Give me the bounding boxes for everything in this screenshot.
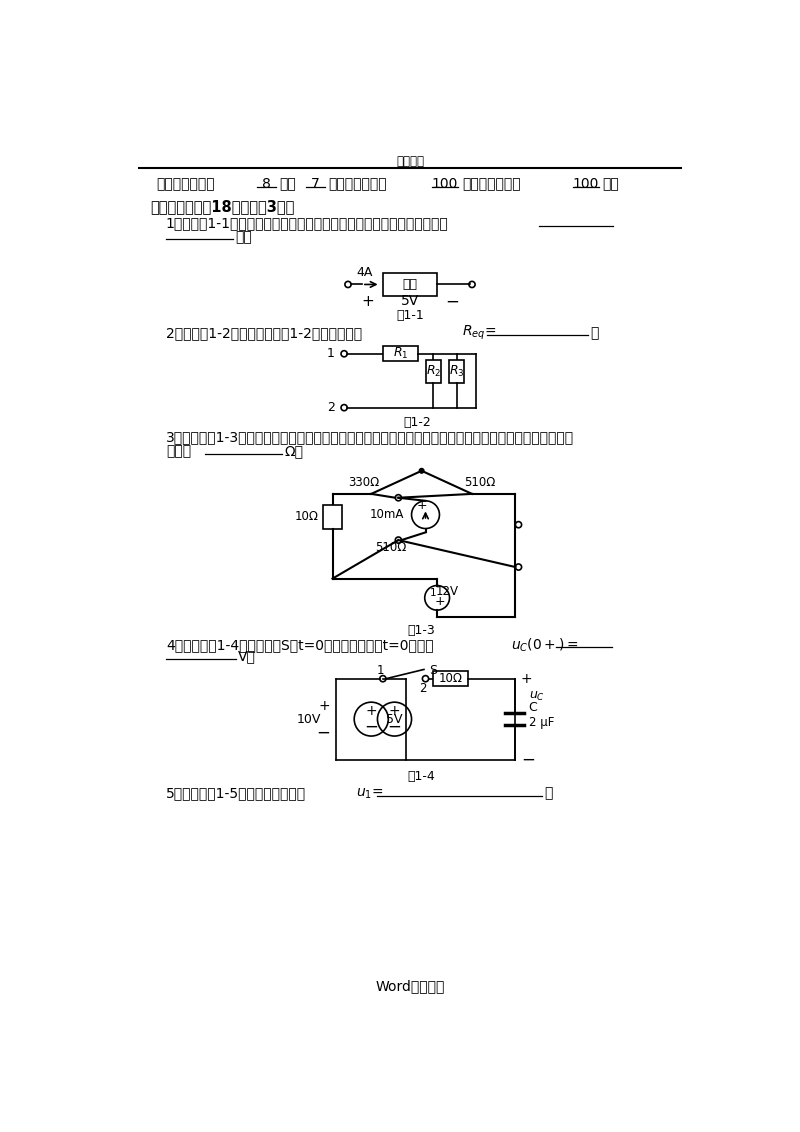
Text: $u_C(0+)=$: $u_C(0+)=$ (510, 636, 578, 653)
Bar (383, 273, 437, 295)
Text: 1、根据图1-1所示电路中电压和电流的参考方向，试计算该元件吸收功率: 1、根据图1-1所示电路中电压和电流的参考方向，试计算该元件吸收功率 (166, 216, 449, 231)
Text: 10Ω: 10Ω (438, 672, 462, 685)
Text: 元件: 元件 (402, 278, 418, 291)
Text: +: + (389, 704, 400, 719)
Text: $R_3$: $R_3$ (449, 363, 464, 379)
Bar (449, 360, 464, 383)
Text: 100: 100 (573, 178, 599, 191)
Text: +: + (416, 499, 427, 512)
Text: 5V: 5V (401, 294, 419, 308)
Text: 图1-1: 图1-1 (396, 309, 424, 321)
Text: 1: 1 (430, 589, 437, 598)
Bar (323, 506, 342, 529)
Text: $u_C$: $u_C$ (529, 689, 545, 703)
Text: 1: 1 (377, 664, 384, 677)
Text: 可编辑版: 可编辑版 (396, 155, 424, 168)
Text: 12V: 12V (435, 585, 458, 598)
Text: 1: 1 (327, 348, 335, 360)
Text: 5V: 5V (386, 713, 402, 726)
Text: 图1-2: 图1-2 (404, 415, 432, 429)
Text: +: + (361, 294, 374, 309)
Text: 瓦。: 瓦。 (236, 230, 252, 243)
Text: Word完美格式: Word完美格式 (375, 979, 445, 994)
Text: 4A: 4A (357, 266, 374, 280)
Text: −: − (364, 718, 378, 736)
Text: Ω。: Ω。 (285, 445, 303, 458)
Text: $R_2$: $R_2$ (426, 363, 441, 379)
Text: 330Ω: 330Ω (348, 475, 379, 489)
Text: 分钟: 分钟 (602, 178, 619, 191)
Text: 图1-4: 图1-4 (408, 770, 435, 783)
Text: 道大题，满分为: 道大题，满分为 (328, 178, 386, 191)
Circle shape (419, 469, 424, 473)
Text: 4、电路如图1-4所示，开关S在t=0时动作，计算在t=0时电压: 4、电路如图1-4所示，开关S在t=0时动作，计算在t=0时电压 (166, 637, 434, 652)
Text: −: − (446, 292, 459, 310)
Text: 8: 8 (262, 178, 271, 191)
Text: 电阵为: 电阵为 (166, 445, 191, 458)
Text: 2: 2 (419, 683, 427, 695)
Text: 2、计算图1-2所示电路中端口1-2端的等效电阵: 2、计算图1-2所示电路中端口1-2端的等效电阵 (166, 326, 362, 340)
Text: +: + (434, 595, 445, 608)
Text: −: − (316, 723, 330, 741)
Text: $u_1$=: $u_1$= (356, 787, 383, 800)
Text: 图1-3: 图1-3 (408, 625, 435, 637)
Bar (383, 346, 418, 361)
Text: 2 μF: 2 μF (529, 717, 554, 729)
Text: 页，: 页， (279, 178, 296, 191)
Text: +: + (366, 704, 377, 719)
Bar (434, 671, 468, 686)
Bar (426, 360, 441, 383)
Text: 3、电路如图1-3所示，应用戴维宁定理将其等效为一个电阵和一个电压源的串联，试计算该串联电路的等效: 3、电路如图1-3所示，应用戴维宁定理将其等效为一个电阵和一个电压源的串联，试计… (166, 430, 574, 445)
Text: 。: 。 (544, 787, 553, 800)
Text: 5、电路如图1-5所示，试写出电压: 5、电路如图1-5所示，试写出电压 (166, 787, 306, 800)
Text: 2: 2 (327, 401, 335, 414)
Text: 10V: 10V (297, 713, 321, 726)
Text: 分；考试时间为: 分；考试时间为 (462, 178, 521, 191)
Text: 100: 100 (432, 178, 458, 191)
Text: $R_1$: $R_1$ (393, 346, 408, 361)
Text: +: + (521, 671, 533, 686)
Text: 510Ω: 510Ω (464, 475, 496, 489)
Text: V。: V。 (238, 650, 256, 663)
Text: 10Ω: 10Ω (294, 511, 318, 523)
Text: C: C (529, 701, 538, 714)
Text: 7: 7 (311, 178, 320, 191)
Text: $R_{eq}$=: $R_{eq}$= (462, 324, 496, 342)
Text: −: − (387, 718, 402, 736)
Text: +: + (318, 698, 330, 713)
Text: 10mA: 10mA (370, 508, 404, 521)
Text: 注意：本试卷共: 注意：本试卷共 (156, 178, 214, 191)
Text: 。: 。 (590, 326, 599, 340)
Text: −: − (521, 751, 534, 769)
Text: S: S (430, 664, 438, 677)
Text: 510Ω: 510Ω (374, 541, 406, 555)
Text: 一、填空题（共18分，每空3分）: 一、填空题（共18分，每空3分） (150, 199, 294, 214)
